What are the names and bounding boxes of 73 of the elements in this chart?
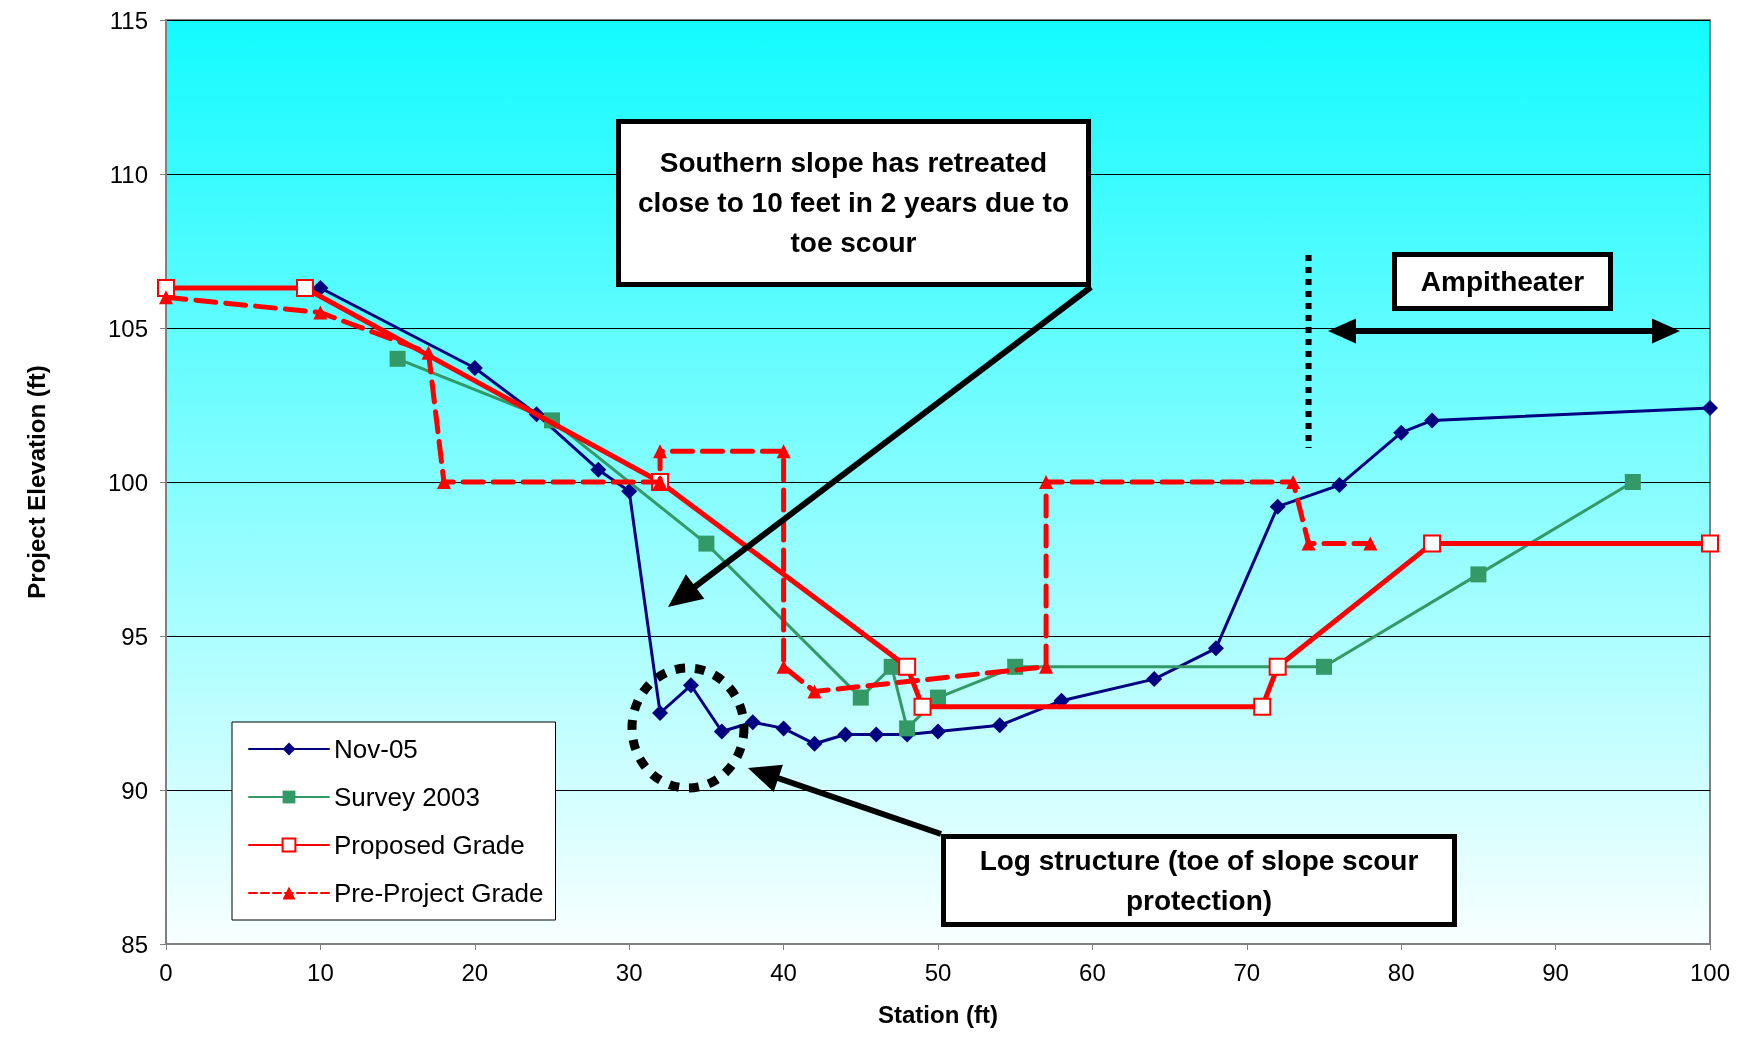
point xyxy=(744,714,761,731)
point xyxy=(1286,475,1301,489)
y-tick-label: 85 xyxy=(121,930,148,958)
point xyxy=(1423,534,1442,553)
point xyxy=(1424,412,1441,429)
point xyxy=(1624,474,1641,490)
y-tick-label: 105 xyxy=(107,314,148,342)
x-tick-label: 70 xyxy=(1233,958,1261,986)
point xyxy=(1470,566,1487,583)
y-tick-label: 115 xyxy=(109,6,148,34)
point xyxy=(157,278,175,297)
point xyxy=(389,350,406,367)
point xyxy=(868,726,885,743)
point xyxy=(590,461,607,478)
point xyxy=(1268,657,1287,676)
y-tick-label: 90 xyxy=(121,776,148,804)
x-tick-label: 80 xyxy=(1387,958,1415,986)
point xyxy=(295,278,314,297)
point xyxy=(913,697,932,716)
point xyxy=(652,705,669,721)
point xyxy=(1393,424,1410,441)
point xyxy=(466,360,483,377)
point xyxy=(621,483,638,500)
y-tick-label: 100 xyxy=(107,468,148,496)
x-axis-title: Station (ft) xyxy=(878,1000,998,1028)
point xyxy=(1269,498,1286,515)
annotation: Southern slope has retreated close to 10 feet in 2 years due to toe scour xyxy=(636,146,1070,260)
point xyxy=(312,279,329,296)
x-tick-label: 40 xyxy=(770,958,797,986)
legend-label: Pre-Project Grade xyxy=(334,878,544,908)
legend-label: Survey 2003 xyxy=(334,782,480,812)
x-tick-label: 30 xyxy=(615,958,643,986)
annotation: Ampitheater xyxy=(1420,264,1585,299)
y-tick-label: 110 xyxy=(109,160,148,188)
point xyxy=(991,717,1008,734)
point xyxy=(313,305,328,320)
point xyxy=(421,345,436,360)
point xyxy=(159,290,173,305)
x-tick-label: 90 xyxy=(1542,958,1569,986)
x-tick-label: 100 xyxy=(1689,958,1731,986)
x-tick-label: 60 xyxy=(1079,958,1106,986)
point xyxy=(898,657,917,676)
legend-label: Nov-05 xyxy=(334,734,418,764)
point xyxy=(1207,640,1224,657)
point xyxy=(776,444,791,459)
point xyxy=(852,689,869,706)
point xyxy=(1039,475,1054,489)
x-tick-label: 50 xyxy=(924,958,952,986)
y-axis-title: Project Elevation (ft) xyxy=(22,365,50,599)
x-tick-label: 20 xyxy=(461,958,489,986)
x-tick-label: 10 xyxy=(307,958,334,986)
point xyxy=(1331,477,1348,494)
point xyxy=(682,677,699,694)
point xyxy=(1363,536,1378,551)
x-tick-label: 0 xyxy=(159,958,173,986)
point xyxy=(1702,400,1718,417)
point xyxy=(837,726,854,743)
point xyxy=(1253,697,1272,716)
point xyxy=(1316,658,1332,675)
point xyxy=(1301,536,1316,551)
point xyxy=(653,444,668,459)
annotation: Log structure (toe of slope scour protection) xyxy=(978,843,1420,918)
legend-label: Proposed Grade xyxy=(334,830,525,860)
point xyxy=(713,723,730,740)
point xyxy=(1701,534,1719,553)
point xyxy=(1146,671,1163,688)
point xyxy=(807,684,822,699)
point xyxy=(698,535,715,552)
point xyxy=(930,723,946,740)
point xyxy=(806,735,823,752)
point xyxy=(775,720,792,737)
y-tick-label: 95 xyxy=(121,622,148,650)
point xyxy=(899,720,916,737)
